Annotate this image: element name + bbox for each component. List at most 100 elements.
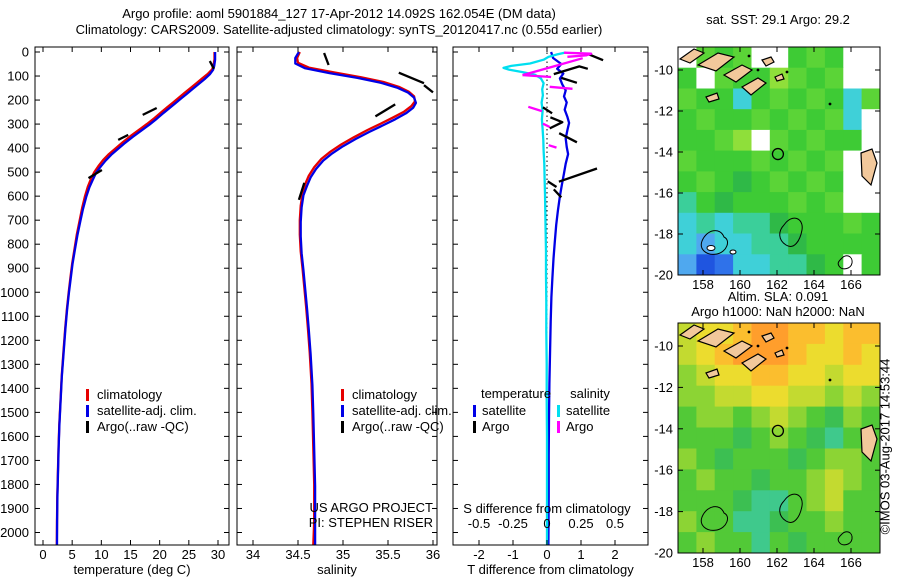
map-cell [861,364,880,387]
map-cell [843,88,863,110]
map-cell [733,233,753,255]
lat-tick-label: -14 [654,421,673,436]
map-cell [806,88,826,110]
y-tick-label: 1000 [0,285,29,300]
s-difference-tick-label: -0.5 [468,516,490,531]
map-cell [824,323,844,345]
map-cell [733,129,753,152]
legend-swatch [341,405,344,417]
map-cell [733,323,753,345]
map-cell [696,88,716,110]
map-cell [696,427,716,449]
island-shape [678,48,706,64]
map-cell [788,129,808,152]
map-cell [861,67,880,89]
map-cell [751,129,771,152]
map-cell [843,448,863,470]
y-tick-label: 700 [7,213,29,228]
lon-tick-label: 164 [803,277,825,292]
map-cell [788,192,808,214]
map-cell [769,129,789,152]
islet-speck [828,378,832,382]
series-line-t-argo-climatology [558,132,578,144]
lon-tick-label: 160 [729,277,751,292]
map-cell [696,192,716,214]
map-cell [733,490,753,512]
map-cell [806,448,826,470]
series-line-argo-raw-qc- [423,84,434,94]
series-line-s-argo-climatology-x4- [522,73,552,79]
island-shape [740,77,768,96]
y-tick-label: 1900 [0,501,29,516]
map-cell [769,171,789,193]
lat-tick-label: -16 [654,186,673,201]
map-cell [678,511,697,533]
legend-label: satellite [566,403,610,418]
reef-contour [837,531,853,546]
sla-map-content [678,323,880,553]
y-tick-label: 300 [7,117,29,132]
map-cell [843,490,863,512]
s-difference-tick-label: 0.5 [606,516,624,531]
sst-map-panel: 158 160 162 164 166 -10 -12 -14 -16 -18 -20 [654,46,881,292]
map-cell [769,406,789,429]
map-cell [769,212,789,235]
map-cell [769,385,789,408]
map-cell [861,88,880,110]
map-cell [824,109,844,131]
y-tick-label: 1700 [0,453,29,468]
legend-swatch [557,405,560,417]
reef-contour [837,255,853,270]
map-cell [751,150,771,172]
map-cell [861,109,880,131]
map-cell [861,385,880,408]
map-cell [861,532,880,553]
map-cell [806,233,826,255]
map-cell [733,212,753,235]
map-cell [696,109,716,131]
map-cell [843,254,863,275]
map-cell [769,490,789,512]
map-cell [806,171,826,193]
sst-map-content [678,47,880,275]
map-cell [843,233,863,255]
series-line-t-argo-climatology [560,76,578,84]
map-box [677,322,881,554]
map-cell [769,47,789,69]
map-cell [714,364,734,387]
series-line-s-argo-climatology-x4- [549,85,573,90]
map-cell [696,129,716,152]
map-cell [733,511,753,533]
map-cell [861,192,880,214]
landmass-group [678,324,878,546]
legend-label: Argo [482,419,509,434]
map-cell [733,47,753,69]
map-cell [824,254,844,275]
map-cell [824,343,844,366]
reef-contour [700,506,728,531]
map-cell [769,192,789,214]
island-shape [678,324,706,340]
map-cell [806,150,826,172]
temperature-profile-panel: 0 5 10 15 20 25 300100200300400500600700800900… [0,45,230,577]
map-cell [788,323,808,345]
map-cell [751,406,771,429]
map-cell [678,448,697,470]
legend-group-header: salinity [570,386,610,401]
map-cell [824,490,844,512]
map-cell [861,469,880,491]
map-cell [678,406,697,429]
map-cell [843,109,863,131]
series-line-s-argo-climatology-x4- [563,51,593,58]
series-line-argo-raw-qc- [297,182,306,201]
map-cell [696,469,716,491]
map-cell [733,469,753,491]
series-line-argo-raw-qc- [398,71,425,85]
series-line-t-argo-climatology [547,180,558,188]
island-shape [696,52,736,72]
islet-speck [756,68,760,72]
map-cell [714,532,734,553]
map-cell [806,406,826,429]
series-line-t-argo-climatology [542,106,553,115]
map-cell [714,150,734,172]
